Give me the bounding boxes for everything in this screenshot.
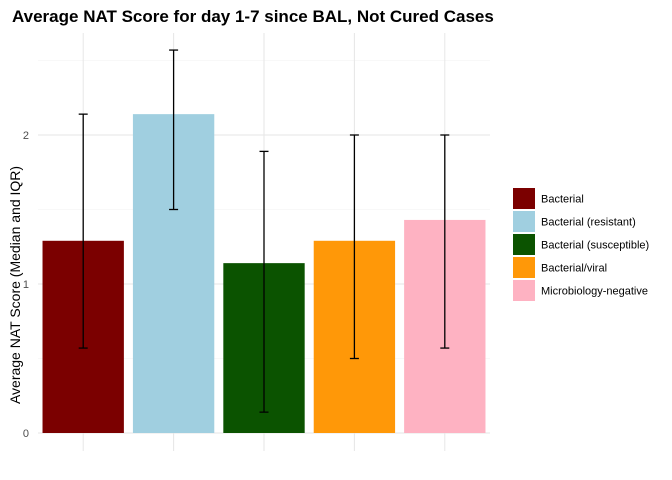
legend-swatch xyxy=(513,188,535,209)
legend-swatch xyxy=(513,211,535,232)
y-tick-label: 1 xyxy=(23,279,29,291)
legend-swatch xyxy=(513,280,535,301)
legend-label: Bacterial/viral xyxy=(541,263,607,275)
legend-label: Bacterial (resistant) xyxy=(541,217,636,229)
chart-title: Average NAT Score for day 1-7 since BAL,… xyxy=(12,7,494,26)
error-bars xyxy=(78,49,450,413)
legend-label: Bacterial xyxy=(541,194,584,206)
error-bar xyxy=(259,150,269,413)
legend-item: Bacterial (susceptible) xyxy=(513,234,649,255)
y-axis-label: Average NAT Score (Median and IQR) xyxy=(7,166,23,404)
legend-item: Bacterial xyxy=(513,188,584,209)
legend-label: Microbiology-negative xyxy=(541,286,648,298)
legend-item: Microbiology-negative xyxy=(513,280,648,301)
legend-item: Bacterial (resistant) xyxy=(513,211,636,232)
legend-item: Bacterial/viral xyxy=(513,257,607,278)
error-bar xyxy=(440,134,450,349)
y-tick-label: 2 xyxy=(23,130,29,142)
error-bar xyxy=(169,49,179,211)
legend-swatch xyxy=(513,234,535,255)
legend-swatch xyxy=(513,257,535,278)
y-tick-label: 0 xyxy=(23,428,29,440)
error-bar xyxy=(78,113,88,349)
legend-label: Bacterial (susceptible) xyxy=(541,240,649,252)
error-bar xyxy=(349,134,359,360)
legend: Bacterial Bacterial (resistant) Bacterial … xyxy=(513,188,649,301)
y-axis-ticks: 0 1 2 xyxy=(23,130,29,440)
